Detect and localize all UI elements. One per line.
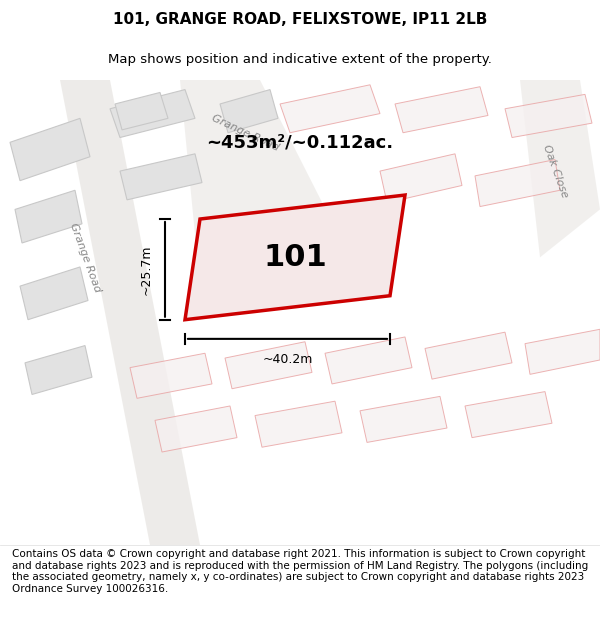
Text: 101, GRANGE ROAD, FELIXSTOWE, IP11 2LB: 101, GRANGE ROAD, FELIXSTOWE, IP11 2LB [113, 12, 487, 28]
Polygon shape [25, 346, 92, 394]
Polygon shape [120, 154, 202, 200]
Text: Map shows position and indicative extent of the property.: Map shows position and indicative extent… [108, 54, 492, 66]
Polygon shape [280, 85, 380, 132]
Text: Grange Road: Grange Road [210, 112, 280, 152]
Polygon shape [525, 329, 600, 374]
Polygon shape [10, 118, 90, 181]
Text: ~453m²/~0.112ac.: ~453m²/~0.112ac. [206, 133, 394, 151]
Polygon shape [220, 89, 278, 132]
Polygon shape [155, 406, 237, 452]
Text: ~40.2m: ~40.2m [262, 353, 313, 366]
Text: Grange Road: Grange Road [68, 221, 102, 294]
Polygon shape [225, 342, 312, 389]
Polygon shape [520, 80, 600, 258]
Polygon shape [60, 80, 200, 545]
Text: Oak Close: Oak Close [541, 143, 569, 199]
Polygon shape [380, 154, 462, 202]
Polygon shape [180, 80, 350, 286]
Polygon shape [115, 92, 168, 130]
Polygon shape [465, 392, 552, 438]
Polygon shape [255, 401, 342, 448]
Polygon shape [110, 89, 195, 138]
Polygon shape [360, 396, 447, 442]
Polygon shape [475, 159, 560, 206]
Polygon shape [185, 195, 405, 320]
Polygon shape [15, 190, 82, 243]
Text: Contains OS data © Crown copyright and database right 2021. This information is : Contains OS data © Crown copyright and d… [12, 549, 588, 594]
Polygon shape [425, 332, 512, 379]
Text: 101: 101 [263, 243, 327, 272]
Text: ~25.7m: ~25.7m [140, 244, 153, 294]
Polygon shape [20, 267, 88, 320]
Polygon shape [130, 353, 212, 398]
Polygon shape [325, 337, 412, 384]
Polygon shape [395, 87, 488, 132]
Polygon shape [505, 94, 592, 138]
